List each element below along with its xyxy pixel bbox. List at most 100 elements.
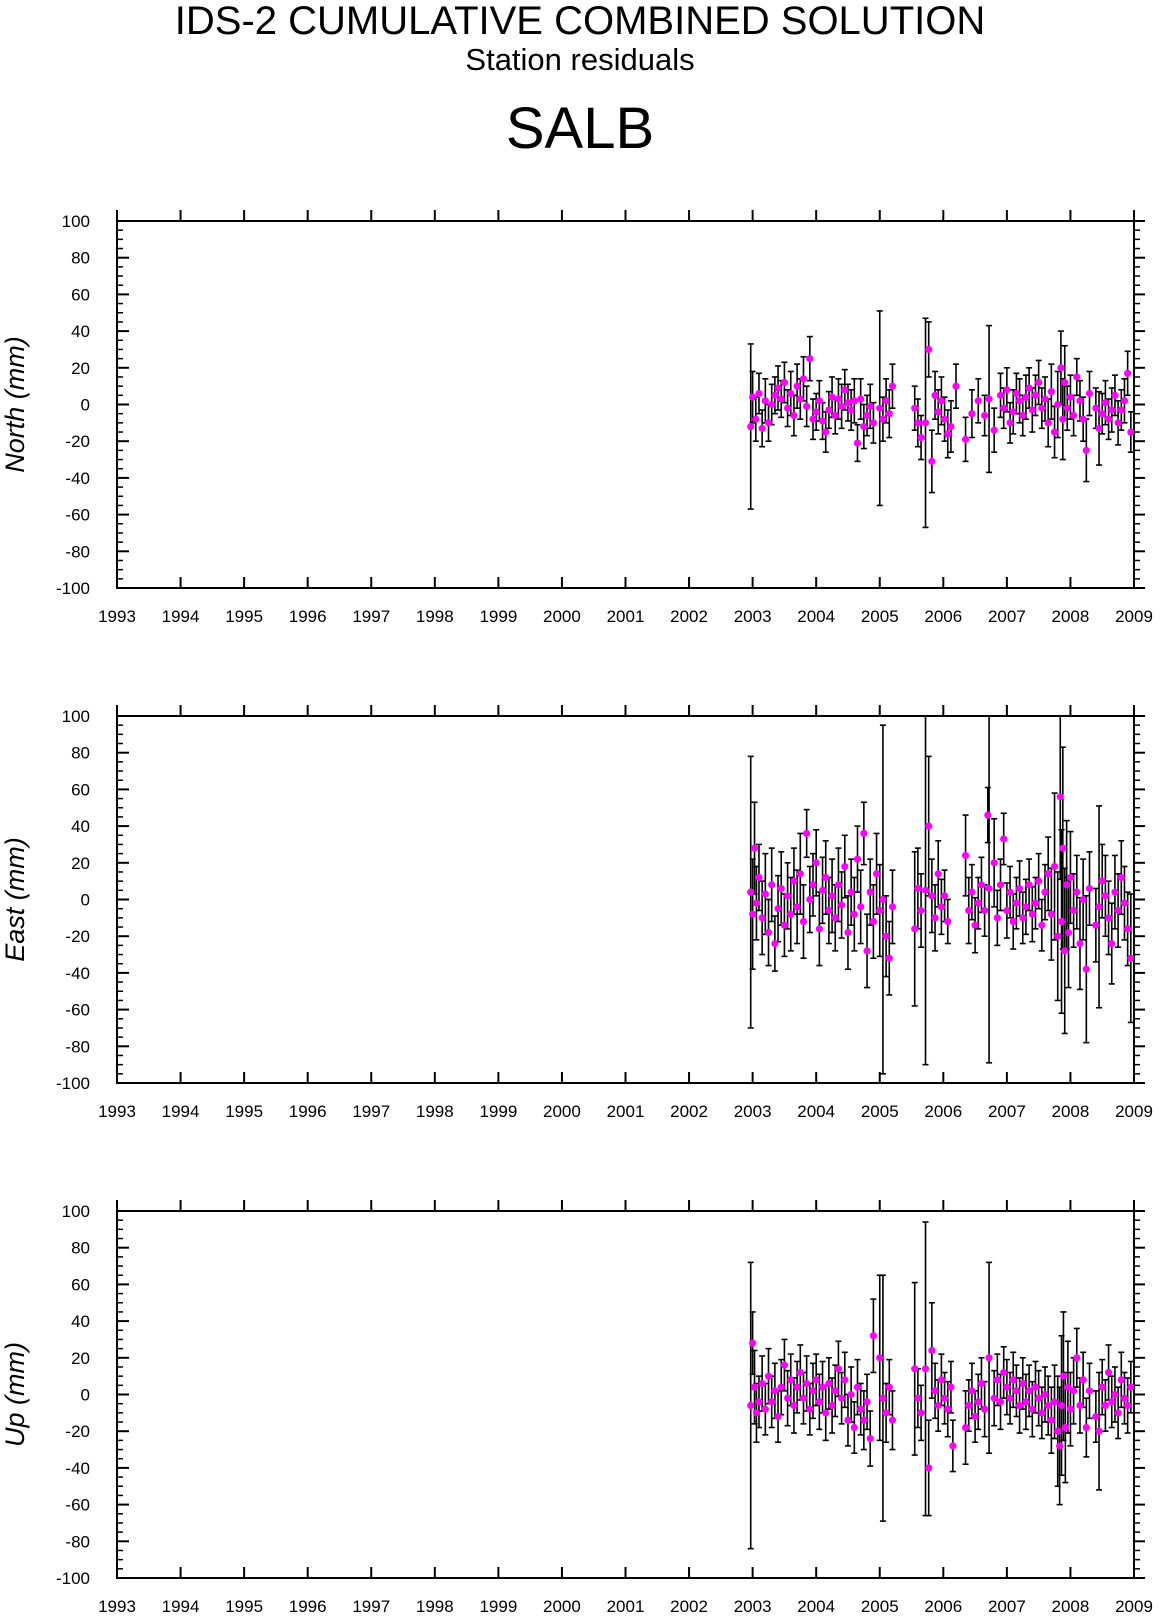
y-tick-label: 100	[62, 1202, 90, 1221]
data-point	[1000, 404, 1008, 412]
x-tick-label: 2001	[607, 1102, 645, 1121]
data-point	[844, 399, 852, 407]
data-point	[925, 345, 933, 354]
data-point	[914, 419, 922, 427]
data-point	[885, 954, 893, 962]
data-point	[850, 1423, 858, 1432]
data-point	[1120, 899, 1129, 907]
y-tick-label: -40	[65, 1459, 90, 1478]
x-tick-label: 1999	[479, 1102, 517, 1121]
data-point	[1009, 917, 1017, 926]
data-point	[847, 1390, 855, 1399]
x-tick-label: 2006	[924, 1597, 962, 1616]
data-point	[965, 1401, 973, 1410]
data-point	[1120, 1394, 1129, 1402]
data-point	[961, 1423, 970, 1432]
data-point	[1117, 873, 1125, 882]
data-point	[860, 1416, 868, 1424]
data-point	[815, 925, 823, 933]
y-tick-label: 20	[71, 1349, 90, 1368]
north-plot-frame	[116, 220, 1135, 589]
data-point	[1022, 393, 1030, 401]
data-point	[921, 419, 930, 427]
data-point	[1127, 954, 1134, 962]
data-point	[879, 895, 887, 904]
y-tick-label: -100	[56, 1569, 90, 1588]
data-point	[947, 1383, 955, 1391]
x-tick-label: 1997	[352, 1597, 390, 1616]
data-point	[940, 892, 949, 900]
data-point	[1056, 1442, 1064, 1450]
data-point	[860, 829, 868, 838]
data-point	[993, 914, 1001, 922]
y-tick-label: -100	[56, 1074, 90, 1093]
data-point	[888, 903, 897, 911]
data-point	[863, 1398, 871, 1406]
chart-main-title: IDS-2 CUMULATIVE COMBINED SOLUTION	[174, 0, 986, 43]
north-axis-label: North (mm)	[0, 336, 30, 473]
data-point	[1092, 921, 1100, 929]
data-point	[996, 1398, 1005, 1406]
data-point	[1041, 395, 1049, 403]
data-point	[882, 397, 890, 405]
data-point	[1059, 844, 1067, 852]
data-point	[853, 439, 862, 447]
data-point	[1098, 877, 1106, 885]
data-point	[974, 397, 982, 405]
data-point	[771, 391, 779, 399]
data-point	[928, 1346, 936, 1355]
data-point	[1064, 928, 1073, 937]
x-tick-label: 1993	[98, 1597, 136, 1616]
x-tick-label: 2002	[670, 1597, 708, 1616]
x-tick-label: 2009	[1115, 1597, 1153, 1616]
x-tick-label: 2007	[988, 1102, 1026, 1121]
data-point	[809, 415, 817, 423]
x-tick-label: 2009	[1115, 1102, 1153, 1121]
data-point	[747, 422, 755, 431]
data-point	[1044, 1401, 1052, 1410]
y-tick-label: -60	[65, 506, 90, 525]
data-point	[968, 888, 976, 896]
data-point	[750, 844, 759, 852]
data-point	[974, 1398, 982, 1406]
data-point	[1114, 906, 1122, 915]
y-tick-label: 40	[71, 1312, 90, 1331]
data-point	[917, 433, 925, 442]
data-point	[838, 402, 846, 410]
data-point	[917, 906, 925, 915]
data-point	[882, 1409, 890, 1417]
x-tick-label: 2007	[988, 607, 1026, 626]
data-point	[1044, 870, 1052, 878]
data-point	[1104, 914, 1113, 922]
data-point	[812, 859, 820, 867]
data-point	[1101, 399, 1109, 407]
x-tick-label: 2007	[988, 1597, 1026, 1616]
data-point	[1127, 428, 1134, 436]
data-point	[921, 1365, 930, 1373]
data-point	[803, 829, 811, 838]
y-tick-label: 100	[62, 212, 90, 231]
data-point	[1079, 895, 1087, 904]
data-point	[1104, 1368, 1113, 1377]
east-axis-label: East (mm)	[0, 837, 30, 962]
data-point	[1057, 364, 1065, 372]
data-point	[1003, 1383, 1011, 1391]
data-point	[1111, 888, 1119, 896]
x-tick-label: 2006	[924, 607, 962, 626]
data-point	[879, 1394, 887, 1402]
y-tick-label: -60	[65, 1001, 90, 1020]
data-point	[764, 928, 773, 937]
data-point	[1012, 389, 1021, 398]
data-point	[984, 811, 992, 819]
x-tick-label: 2008	[1052, 1102, 1090, 1121]
data-point	[1066, 873, 1075, 882]
data-point	[1076, 397, 1084, 405]
data-point	[981, 906, 989, 915]
data-point	[968, 410, 976, 418]
data-point	[990, 1394, 998, 1402]
data-point	[1095, 1427, 1103, 1435]
data-point	[799, 375, 808, 383]
data-point	[825, 1379, 833, 1388]
data-point	[1038, 404, 1046, 412]
data-point	[768, 1398, 776, 1406]
